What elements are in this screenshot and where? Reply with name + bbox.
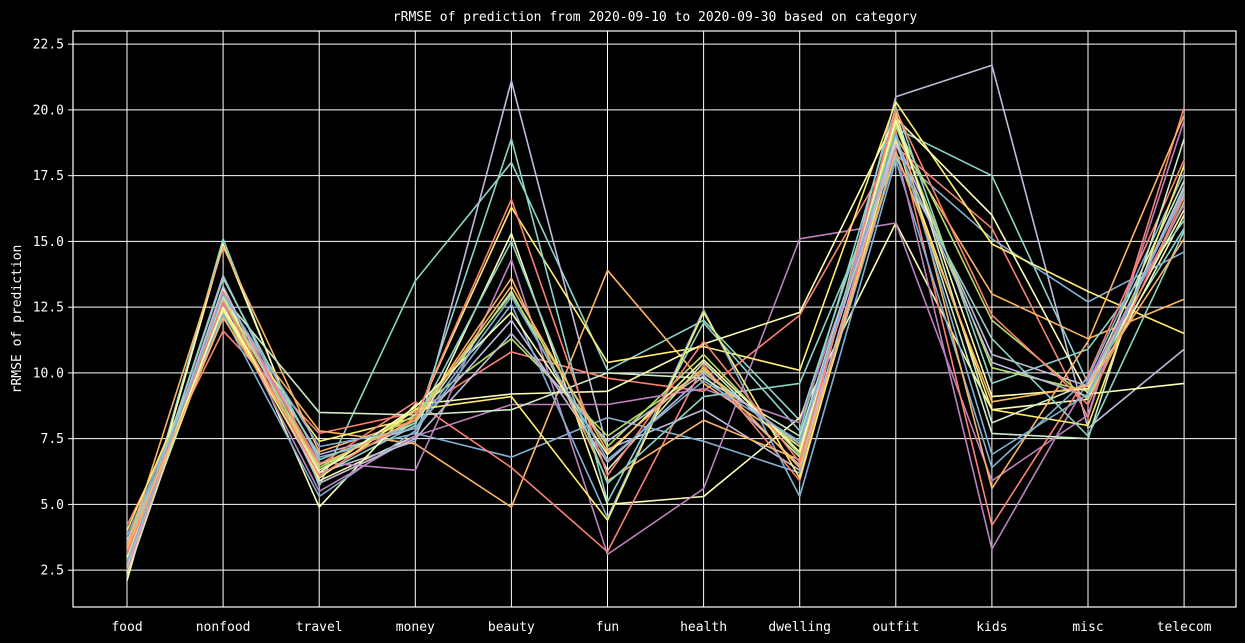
series-line-15 xyxy=(126,159,1185,537)
x-tick-label-outfit: outfit xyxy=(872,620,919,635)
series-line-14 xyxy=(126,130,1185,571)
y-axis-label: rRMSE of prediction xyxy=(10,245,25,394)
x-tick-label-travel: travel xyxy=(296,620,343,635)
series-line-9 xyxy=(126,111,1185,555)
y-tick-label: 20.0 xyxy=(33,103,64,118)
series-line-5 xyxy=(126,153,1185,560)
chart-title: rRMSE of prediction from 2020-09-10 to 2… xyxy=(393,10,918,25)
x-tick-label-telecom: telecom xyxy=(1157,620,1212,635)
series-line-16 xyxy=(126,114,1185,547)
grid xyxy=(73,31,1236,607)
y-tick-label: 15.0 xyxy=(33,235,64,250)
x-tick-label-misc: misc xyxy=(1072,620,1103,635)
series-line-25 xyxy=(126,132,1185,563)
series-line-12 xyxy=(126,117,1185,574)
x-tick-label-health: health xyxy=(680,620,727,635)
series-line-13 xyxy=(126,138,1185,542)
x-tick-label-fun: fun xyxy=(596,620,619,635)
series-line-11 xyxy=(126,106,1185,545)
series-lines xyxy=(126,64,1185,581)
series-line-7 xyxy=(126,122,1185,558)
y-tick-labels: 2.5 5.0 7.5 10.0 12.5 15.0 17.5 20.0 22.5 xyxy=(33,38,73,579)
y-tick-label: 5.0 xyxy=(41,498,64,513)
x-tick-label-beauty: beauty xyxy=(488,620,535,635)
series-line-18 xyxy=(126,148,1185,553)
y-tick-label: 7.5 xyxy=(41,432,64,447)
series-line-6 xyxy=(126,135,1185,550)
y-tick-label: 10.0 xyxy=(33,366,64,381)
series-line-1 xyxy=(126,127,1185,579)
x-tick-label-kids: kids xyxy=(976,620,1007,635)
x-tick-label-food: food xyxy=(111,620,142,635)
y-tick-label: 17.5 xyxy=(33,169,64,184)
series-line-24 xyxy=(126,109,1185,555)
x-tick-labels: food nonfood travel money beauty fun health dwe… xyxy=(111,620,1211,635)
series-line-8 xyxy=(126,120,1185,563)
series-line-10 xyxy=(126,101,1185,568)
series-line-26 xyxy=(126,151,1185,550)
x-tick-label-money: money xyxy=(396,620,435,635)
series-line-4 xyxy=(126,107,1185,526)
plot-frame xyxy=(72,30,1237,608)
series-line-19 xyxy=(126,135,1185,576)
x-tick-label-dwelling: dwelling xyxy=(768,620,831,635)
y-tick-label: 2.5 xyxy=(41,564,64,579)
series-line-21 xyxy=(126,156,1185,566)
x-tick-label-nonfood: nonfood xyxy=(196,620,251,635)
y-tick-label: 22.5 xyxy=(33,38,64,53)
y-tick-label: 12.5 xyxy=(33,301,64,316)
